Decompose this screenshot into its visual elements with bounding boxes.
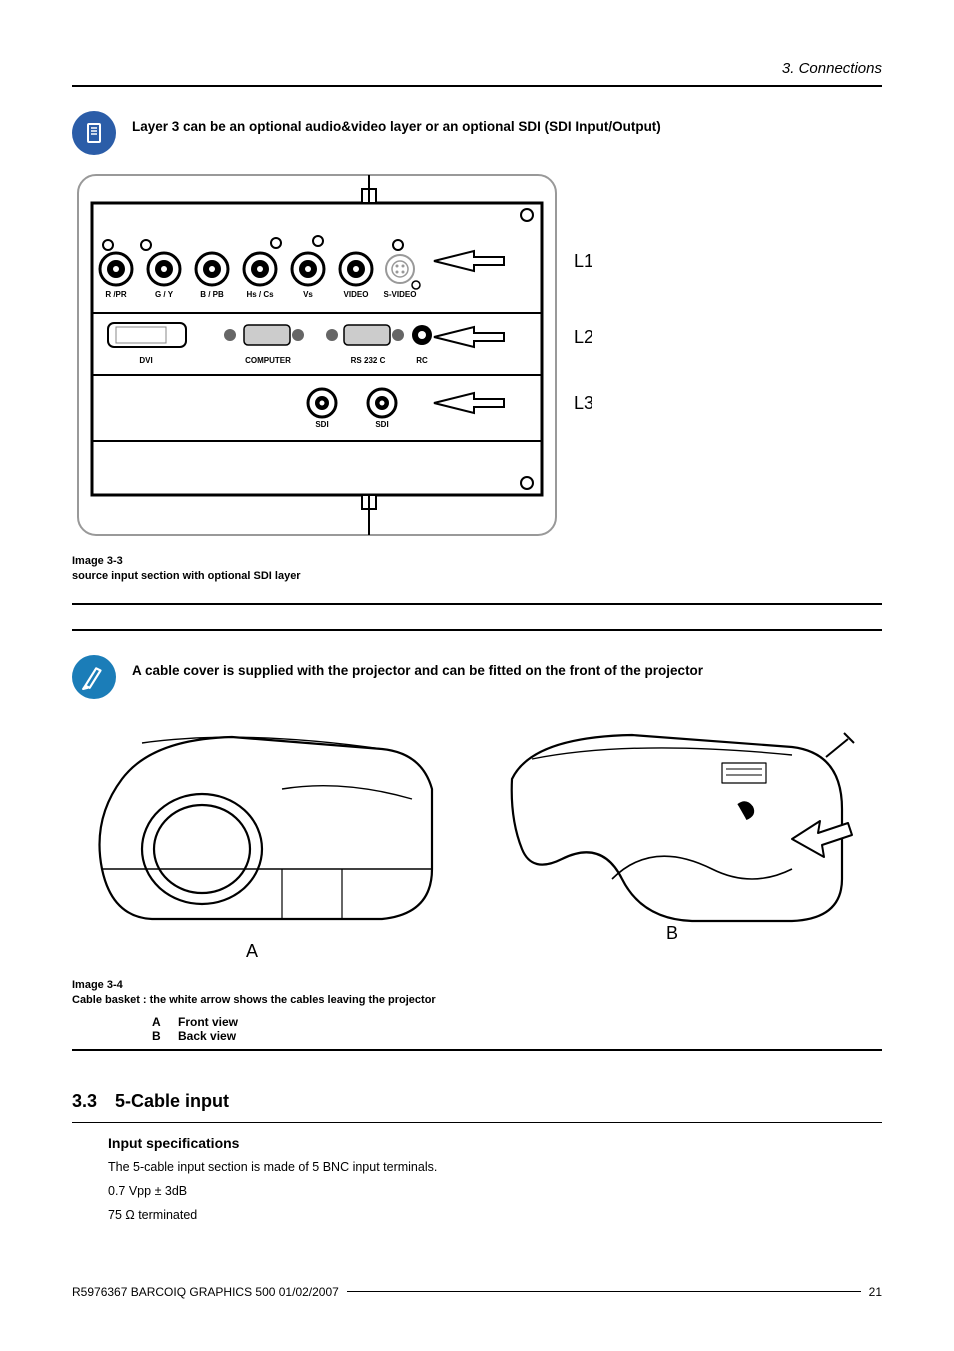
port-label: B / PB [200,290,224,299]
layer-label-l1: L1 [574,251,592,271]
port-label: RC [416,356,428,365]
chapter-header: 3. Connections [72,60,882,77]
layer-label-l3: L3 [574,393,592,413]
diagram-cable-cover: A B [72,709,882,972]
diagram-label-a: A [246,941,258,961]
footer-page-number: 21 [869,1285,882,1299]
port-label: COMPUTER [245,356,291,365]
note-layer3: Layer 3 can be an optional audio&video l… [72,111,882,155]
legend-value: Front view [178,1015,238,1029]
port-label: R /PR [105,290,127,299]
caption-image-3-3: Image 3-3 source input section with opti… [72,554,882,585]
caption-sub: source input section with optional SDI l… [72,570,301,582]
legend-key: B [152,1029,166,1043]
body-line: 75 Ω terminated [108,1205,882,1225]
legend: A Front view B Back view [152,1015,882,1043]
caption-sub: Cable basket : the white arrow shows the… [72,994,436,1006]
divider [72,1049,882,1051]
caption-title: Image 3-4 [72,979,123,991]
caption-title: Image 3-3 [72,555,123,567]
legend-key: A [152,1015,166,1029]
page-footer: R5976367 BARCOIQ GRAPHICS 500 01/02/2007… [72,1285,882,1299]
header-rule [72,85,882,87]
body-line: 0.7 Vpp ± 3dB [108,1181,882,1201]
port-label: SDI [375,420,388,429]
diagram-label-b: B [666,923,678,943]
divider [72,603,882,605]
info-icon [72,111,116,155]
port-label: VIDEO [344,290,369,299]
legend-value: Back view [178,1029,236,1043]
section-rule [72,1122,882,1123]
footer-doc-id: R5976367 BARCOIQ GRAPHICS 500 01/02/2007 [72,1285,339,1299]
note-text: A cable cover is supplied with the proje… [132,655,703,678]
section-number: 3.3 [72,1091,97,1112]
port-label: G / Y [155,290,174,299]
note-text: Layer 3 can be an optional audio&video l… [132,111,661,134]
body-line: The 5-cable input section is made of 5 B… [108,1157,882,1177]
section-title: 5-Cable input [115,1091,229,1112]
caption-image-3-4: Image 3-4 Cable basket : the white arrow… [72,978,882,1009]
port-label: RS 232 C [351,356,386,365]
tip-icon [72,655,116,699]
port-label: SDI [315,420,328,429]
section-heading: 3.3 5-Cable input [72,1091,882,1112]
port-label: Vs [303,290,313,299]
divider [72,629,882,631]
note-cable-cover: A cable cover is supplied with the proje… [72,655,882,699]
port-label: Hs / Cs [246,290,274,299]
layer-label-l2: L2 [574,327,592,347]
port-label: DVI [139,356,152,365]
port-label: S-VIDEO [384,290,417,299]
diagram-input-panel: R /PR G / Y B / PB Hs / Cs Vs VIDEO S-VI… [72,165,882,548]
subheading: Input specifications [108,1135,882,1151]
